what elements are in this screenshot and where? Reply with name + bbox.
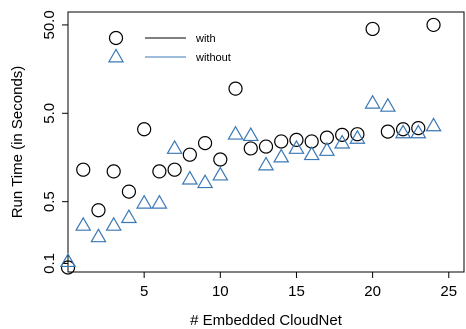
data-point-with [319, 130, 335, 145]
data-point-with [228, 81, 243, 96]
x-tick-label: 25 [440, 283, 457, 300]
data-point-with [197, 135, 213, 151]
data-point-with [350, 127, 365, 142]
legend-label-without: without [195, 52, 231, 64]
data-point-without [212, 166, 229, 181]
data-point-without [90, 228, 107, 243]
data-point-without [394, 124, 412, 139]
data-point-with [121, 184, 137, 199]
data-point-with [182, 147, 197, 162]
legend-label-with: with [195, 33, 216, 45]
data-point-without [120, 208, 138, 224]
data-point-with [380, 124, 395, 139]
data-point-with [106, 164, 121, 179]
y-axis: 0.1 0.5 5.0 50.0 [41, 10, 68, 274]
x-tick-label: 5 [140, 283, 148, 300]
legend-marker-without [107, 48, 125, 63]
data-point-with [289, 132, 304, 147]
y-tick-label: 0.5 [41, 191, 58, 212]
data-point-with [137, 122, 152, 137]
data-point-without [181, 170, 199, 185]
data-point-with [91, 203, 106, 218]
data-point-with [213, 152, 228, 167]
data-point-with [258, 139, 274, 154]
series-without [59, 94, 442, 268]
data-points [59, 17, 442, 275]
data-point-with [243, 141, 258, 156]
data-point-with [152, 164, 167, 179]
data-point-with [426, 17, 441, 33]
data-point-with [274, 134, 289, 149]
x-tick-label: 20 [364, 283, 381, 300]
data-point-without [59, 252, 77, 268]
data-point-without [303, 145, 320, 161]
data-point-with [76, 162, 91, 177]
data-point-without [364, 94, 381, 109]
data-point-without [349, 129, 366, 144]
data-point-without [318, 141, 336, 156]
data-point-with [335, 127, 350, 142]
x-tick-label: 10 [212, 283, 229, 300]
x-axis-label: # Embedded CloudNet [190, 312, 343, 329]
plot-frame [67, 11, 465, 273]
data-point-without [379, 97, 397, 112]
legend-marker-with [108, 30, 124, 46]
legend: with without [107, 30, 231, 64]
data-point-without [105, 216, 122, 231]
data-point-with [365, 21, 380, 37]
data-point-with [60, 260, 76, 275]
y-tick-label: 5.0 [41, 103, 58, 124]
data-point-without [196, 173, 214, 189]
data-point-without [333, 134, 351, 149]
data-point-with [395, 122, 411, 137]
x-tick-label: 15 [288, 283, 305, 300]
data-point-without [273, 148, 290, 163]
data-point-without [151, 194, 168, 209]
data-point-with [167, 162, 182, 177]
data-point-without [257, 156, 275, 171]
data-point-without [288, 139, 305, 154]
series-with [60, 17, 441, 275]
data-point-without [75, 216, 92, 231]
x-axis: 5 10 15 20 25 [140, 272, 457, 300]
y-tick-label: 50.0 [41, 10, 58, 39]
data-point-without [135, 194, 153, 209]
data-point-without [410, 124, 427, 139]
data-point-without [425, 117, 442, 132]
data-point-without [242, 126, 259, 142]
data-point-without [166, 139, 183, 154]
y-axis-label: Run Time (in Seconds) [9, 66, 26, 219]
data-point-with [411, 120, 426, 136]
data-point-without [227, 125, 244, 140]
y-tick-label: 0.1 [41, 253, 58, 274]
